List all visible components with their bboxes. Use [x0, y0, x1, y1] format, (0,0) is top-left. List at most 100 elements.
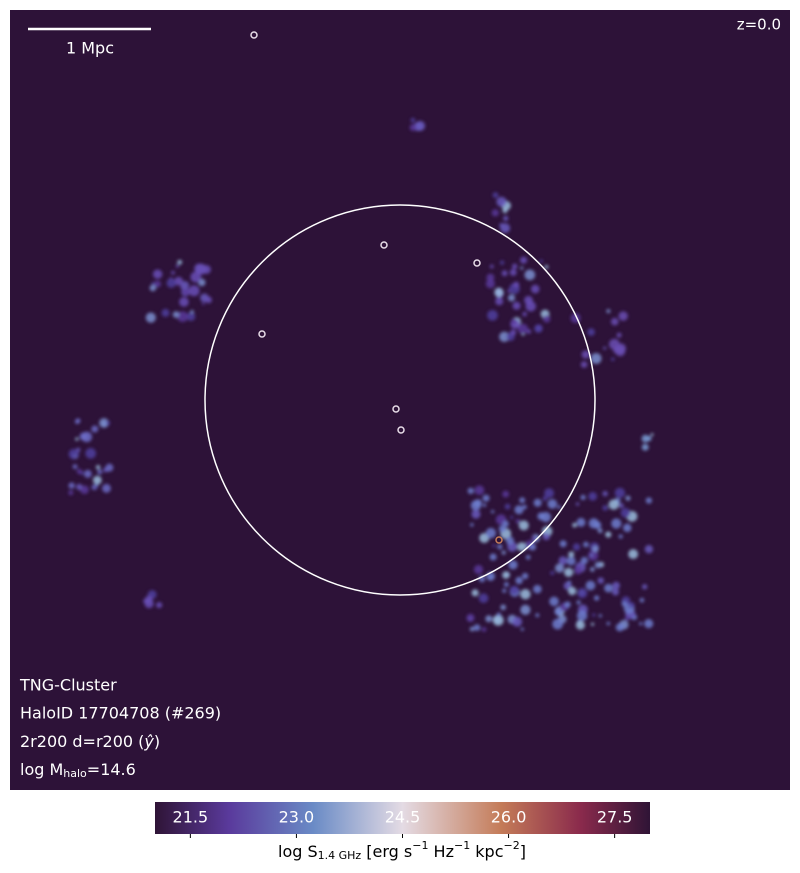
blob — [585, 580, 596, 591]
blob — [580, 556, 588, 565]
blob — [620, 507, 631, 518]
blob — [592, 613, 596, 617]
blob — [485, 527, 497, 539]
blob — [624, 616, 630, 621]
blob — [83, 469, 92, 478]
blob — [145, 312, 156, 323]
blob — [646, 435, 652, 442]
blob — [577, 588, 588, 599]
blob — [106, 421, 111, 426]
blob — [504, 503, 511, 510]
blob — [554, 563, 565, 573]
blob — [489, 553, 497, 561]
blob — [80, 485, 89, 494]
label-part: −2 — [504, 839, 520, 852]
blob — [186, 312, 196, 321]
blob — [482, 503, 487, 507]
blob — [499, 331, 510, 343]
blob — [510, 329, 517, 336]
blob — [572, 543, 581, 551]
blob — [580, 361, 588, 368]
blob — [81, 431, 93, 443]
blob — [91, 425, 99, 433]
blob — [564, 567, 574, 577]
blob — [466, 613, 475, 622]
blob — [618, 534, 623, 539]
colorbar-tick-label: 27.5 — [597, 808, 633, 827]
blob — [507, 294, 516, 302]
blob — [470, 522, 474, 527]
blob — [616, 343, 626, 354]
label-part: −1 — [454, 839, 470, 852]
blob — [574, 566, 583, 575]
projection-part: ŷ — [143, 732, 154, 751]
blob — [592, 545, 599, 553]
blob — [522, 311, 527, 317]
blob — [639, 621, 643, 626]
blob — [580, 494, 586, 501]
blob — [512, 616, 523, 627]
colorbar-tick-label: 26.0 — [491, 808, 527, 827]
blob — [568, 551, 575, 558]
blob — [547, 499, 558, 509]
blob — [487, 309, 498, 321]
map-image — [10, 10, 790, 790]
blob — [498, 525, 507, 533]
blob — [514, 505, 524, 515]
blob — [68, 482, 75, 489]
blob — [102, 483, 111, 493]
blob — [608, 499, 619, 510]
hotspot — [473, 259, 481, 267]
label-part: kpc — [470, 842, 503, 861]
blob — [558, 556, 568, 565]
blob — [478, 593, 489, 603]
colorbar-tick-label: 23.0 — [279, 808, 315, 827]
label-part: −1 — [412, 839, 428, 852]
blob — [177, 311, 189, 323]
blob — [602, 490, 608, 497]
blob — [515, 518, 521, 524]
blob — [641, 443, 649, 451]
label-part: Hz — [428, 842, 454, 861]
blob — [180, 281, 190, 290]
blob — [588, 518, 599, 529]
blob — [522, 504, 527, 510]
blob — [544, 488, 555, 499]
blob — [524, 295, 533, 305]
colorbar-tick-label: 24.5 — [385, 808, 421, 827]
blob — [508, 560, 518, 570]
blob — [614, 487, 626, 499]
blob — [644, 544, 654, 554]
blob — [628, 602, 635, 608]
blob — [486, 273, 495, 282]
hotspot — [380, 241, 388, 249]
mass-part: =14.6 — [87, 760, 136, 779]
blob — [533, 584, 542, 594]
blob — [606, 309, 611, 314]
blob — [539, 259, 543, 263]
blob — [642, 584, 648, 590]
blob — [509, 585, 519, 595]
blob — [598, 614, 602, 618]
blob — [503, 582, 509, 587]
blob — [499, 260, 505, 265]
blob — [471, 509, 481, 519]
blob — [410, 117, 416, 123]
blob — [166, 278, 176, 288]
blob — [409, 124, 417, 131]
blob — [520, 627, 524, 631]
blob — [490, 509, 495, 514]
blob — [542, 532, 550, 541]
blob — [552, 618, 564, 630]
blob — [510, 515, 514, 519]
blob — [597, 577, 605, 584]
blob — [205, 296, 212, 304]
blob — [515, 576, 523, 585]
blob — [603, 346, 607, 350]
blob — [520, 256, 528, 264]
blob — [513, 281, 520, 288]
blob — [593, 595, 600, 601]
blob — [177, 259, 183, 265]
blob — [481, 627, 487, 632]
blob — [489, 264, 494, 269]
